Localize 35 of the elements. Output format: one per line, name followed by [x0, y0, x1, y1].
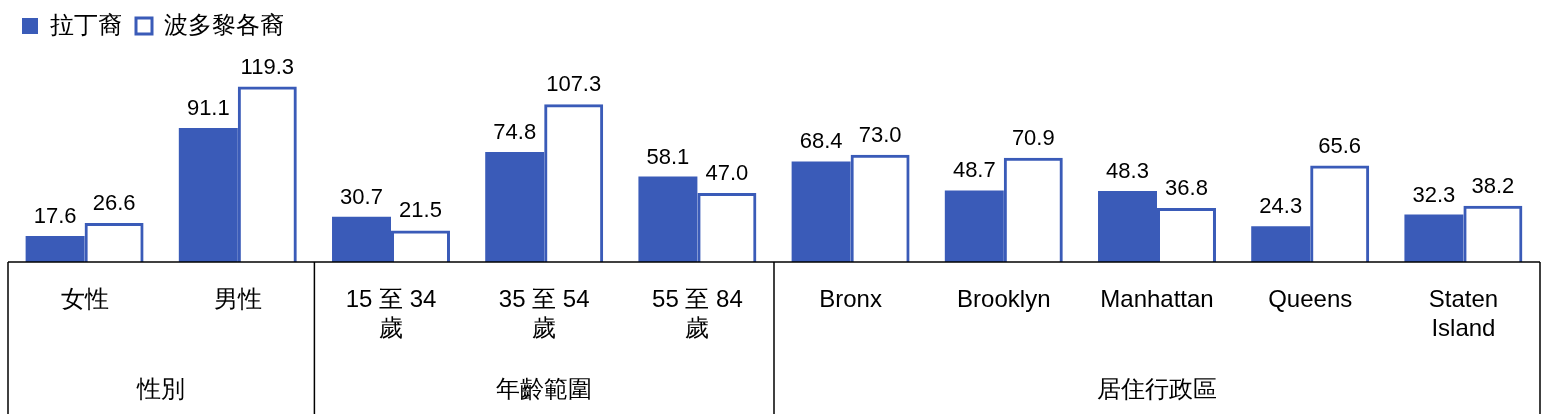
data-label: 48.3 [1106, 158, 1149, 184]
data-label: 26.6 [92, 189, 136, 215]
data-label: 58.1 [646, 143, 690, 169]
x-tick-label: Queens [1268, 285, 1353, 313]
data-label: 36.8 [1165, 174, 1208, 200]
data-label: 70.9 [1011, 124, 1055, 150]
data-label: 74.8 [493, 119, 537, 145]
x-tick-label: 35 至 54 歲 [498, 285, 590, 341]
x-tick-label: Brooklyn [957, 285, 1051, 313]
data-label: 47.0 [705, 159, 749, 185]
text: 年齡範圍 [496, 374, 593, 402]
data-label: 48.7 [952, 157, 996, 183]
data-label: 38.2 [1471, 172, 1515, 198]
data-label: 17.6 [33, 203, 77, 229]
legend-label: 拉丁裔 [50, 10, 122, 38]
data-label: 24.3 [1259, 193, 1303, 219]
data-label: 73.0 [858, 121, 902, 147]
x-tick-label: 女性 [60, 285, 109, 313]
data-label: 68.4 [799, 128, 843, 154]
text: 性別 [136, 374, 186, 402]
x-tick-label: Manhattan [1100, 285, 1214, 313]
text: 居住行政區 [1097, 374, 1217, 402]
x-tick-label: 男性 [213, 285, 262, 313]
x-tick-label: 15 至 34 歲 [345, 285, 437, 341]
data-label: 30.7 [340, 183, 383, 209]
data-label: 91.1 [186, 95, 230, 121]
x-tick-label: 55 至 84 歲 [652, 285, 743, 341]
x-tick-label: Staten Island [1428, 285, 1499, 341]
data-label: 119.3 [240, 53, 294, 79]
x-tick-label: Bronx [819, 285, 882, 313]
data-label: 107.3 [546, 71, 602, 97]
legend-label: 波多黎各裔 [164, 10, 284, 38]
data-label: 65.6 [1318, 132, 1362, 158]
data-label: 21.5 [399, 197, 442, 223]
data-label: 32.3 [1412, 181, 1456, 207]
